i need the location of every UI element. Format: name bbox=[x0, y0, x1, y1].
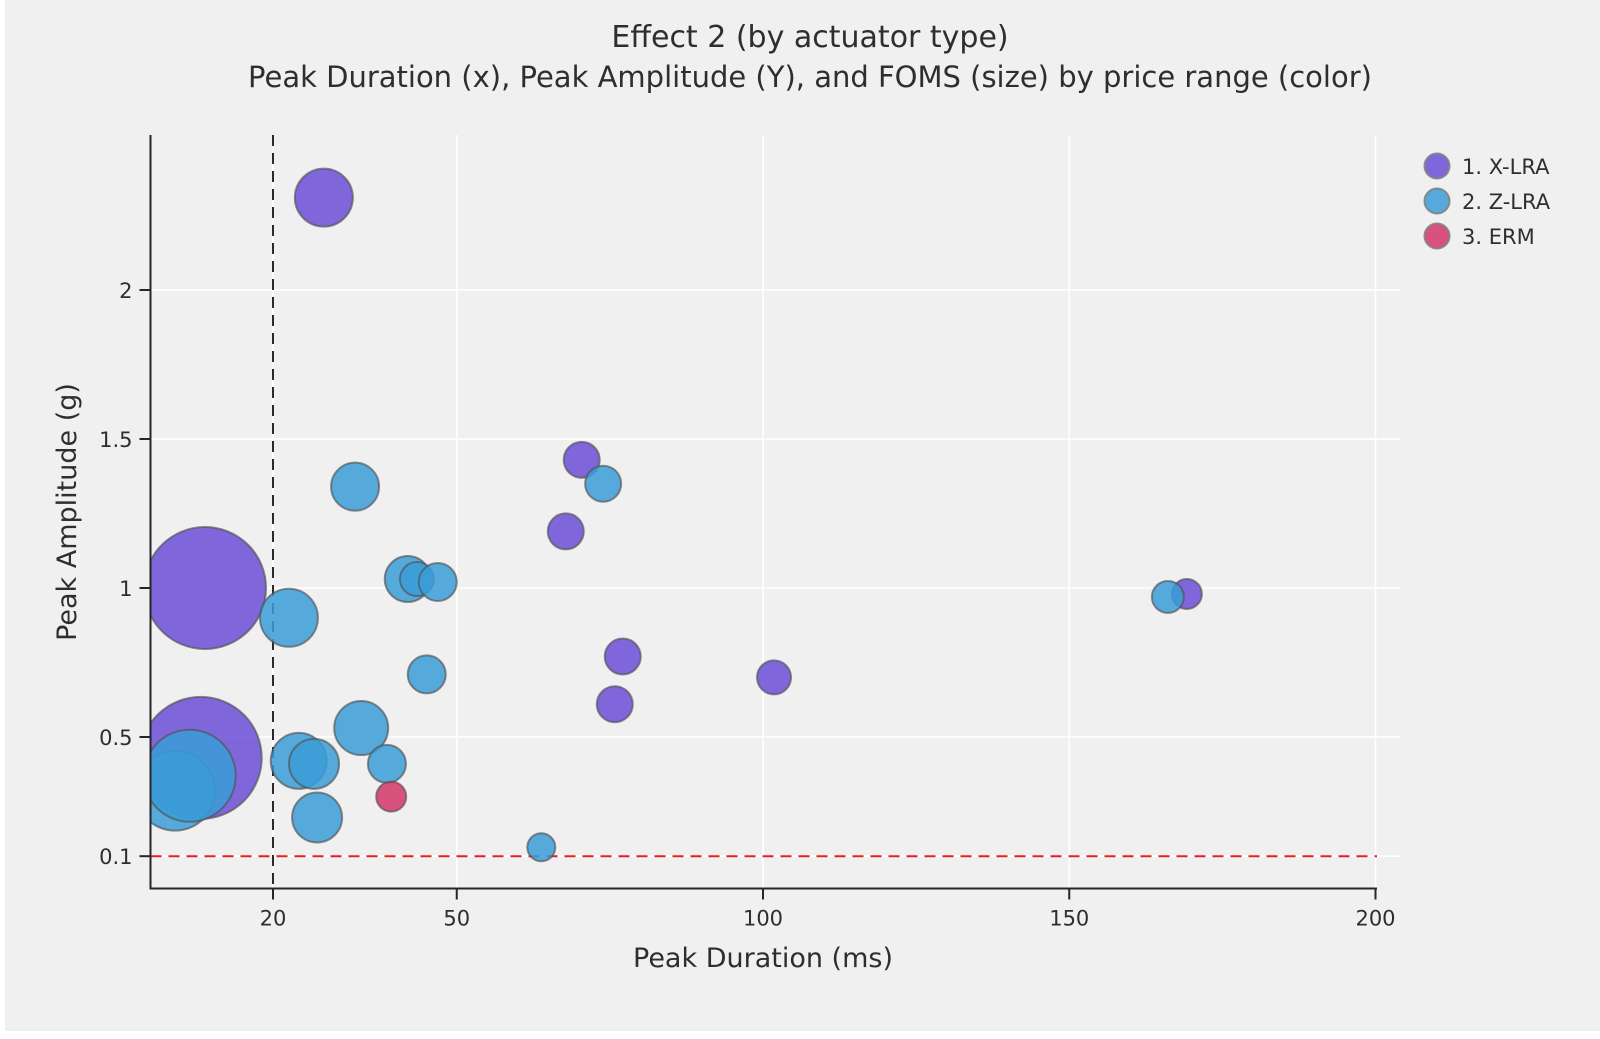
chart-title: Effect 2 (by actuator type) bbox=[611, 20, 1008, 55]
axes: 20 50 100 150 200 0.1 0.5 1 1.5 2 bbox=[99, 135, 1396, 931]
legend-label: 3. ERM bbox=[1462, 225, 1535, 249]
bubble bbox=[584, 464, 623, 503]
bubble bbox=[333, 700, 390, 757]
bubble bbox=[150, 728, 237, 823]
reference-lines bbox=[150, 135, 1377, 889]
bubble bbox=[293, 167, 354, 228]
y-tick-label: 0.5 bbox=[99, 726, 132, 750]
bubble bbox=[291, 791, 344, 844]
bubble bbox=[406, 654, 447, 695]
x-tick-label: 100 bbox=[743, 907, 783, 931]
bubble bbox=[562, 440, 601, 479]
legend-swatch bbox=[1423, 152, 1451, 180]
x-tick-label: 50 bbox=[443, 907, 470, 931]
x-tick-label: 200 bbox=[1355, 907, 1395, 931]
bubble bbox=[603, 637, 642, 676]
legend-swatch bbox=[1423, 222, 1451, 250]
left-margin-strip bbox=[0, 0, 5, 1035]
bubble bbox=[756, 659, 793, 696]
x-tick-label: 20 bbox=[260, 907, 287, 931]
y-tick-label: 1 bbox=[119, 577, 132, 601]
legend-label: 1. X-LRA bbox=[1462, 155, 1550, 179]
chart-subtitle: Peak Duration (x), Peak Amplitude (Y), a… bbox=[248, 60, 1372, 94]
bubble bbox=[595, 685, 634, 724]
y-tick-label: 0.1 bbox=[99, 845, 132, 869]
bubble bbox=[526, 832, 557, 863]
bubble bbox=[366, 743, 407, 784]
series-3. ERM bbox=[375, 780, 408, 813]
x-axis-title: Peak Duration (ms) bbox=[633, 943, 893, 974]
bottom-margin-strip bbox=[0, 1031, 1600, 1035]
series-1. X-LRA bbox=[150, 167, 1203, 820]
bubble bbox=[288, 737, 341, 790]
bubbles bbox=[150, 167, 1203, 863]
legend-label: 2. Z-LRA bbox=[1462, 190, 1551, 214]
bubble bbox=[330, 461, 381, 512]
legend: 1. X-LRA 2. Z-LRA 3. ERM bbox=[1423, 152, 1551, 250]
bubble bbox=[417, 562, 458, 603]
y-axis-title: Peak Amplitude (g) bbox=[52, 383, 83, 641]
bubble bbox=[150, 526, 267, 650]
bubble bbox=[375, 780, 408, 813]
y-tick-label: 2 bbox=[119, 279, 132, 303]
bubble bbox=[258, 587, 319, 648]
bubble bbox=[1150, 579, 1185, 614]
bubble bbox=[546, 512, 585, 551]
gridlines bbox=[150, 135, 1400, 889]
legend-swatch bbox=[1423, 187, 1451, 215]
y-tick-label: 1.5 bbox=[99, 428, 132, 452]
series-2. Z-LRA bbox=[150, 461, 1185, 863]
x-tick-label: 150 bbox=[1049, 907, 1089, 931]
